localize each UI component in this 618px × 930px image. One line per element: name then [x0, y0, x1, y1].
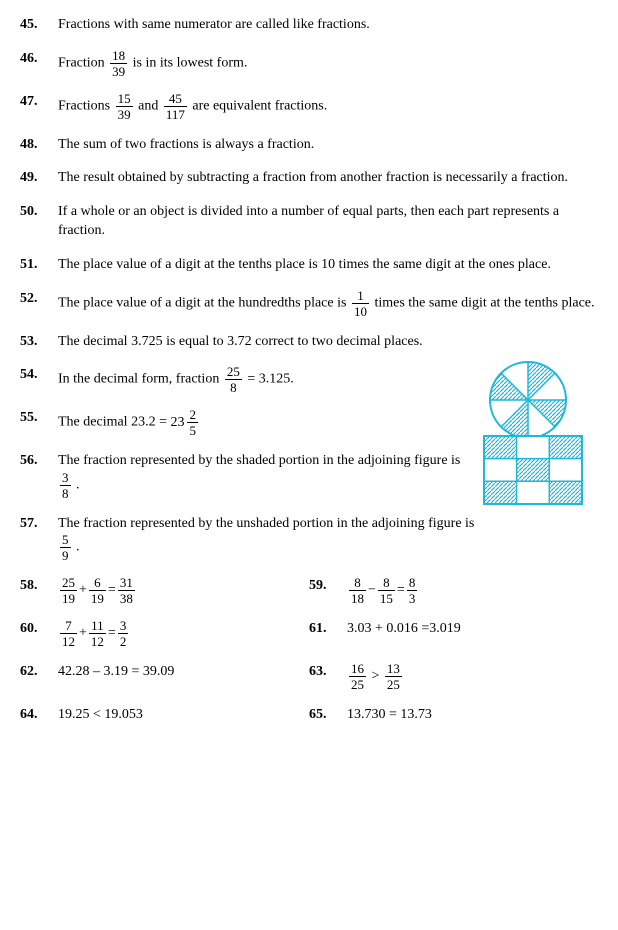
q47-num: 47. [20, 92, 58, 112]
row-60-61: 60. 712+1112=32 61. 3.03 + 0.016 =3.019 [20, 619, 598, 648]
q45-text: Fractions with same numerator are called… [58, 15, 598, 35]
q46: 46. Fraction 1839 is in its lowest form. [20, 49, 598, 78]
q46-frac: 1839 [110, 49, 127, 78]
q57: 57. The fraction represented by the unsh… [20, 514, 598, 563]
row-64-65: 64. 19.25 < 19.053 65. 13.730 = 13.73 [20, 705, 598, 725]
q45-num: 45. [20, 15, 58, 35]
q47-text: Fractions 1539 and 45117 are equivalent … [58, 92, 598, 121]
q47: 47. Fractions 1539 and 45117 are equival… [20, 92, 598, 121]
q46-pre: Fraction [58, 55, 108, 70]
row-58-59: 58. 2519+619=3138 59. 818−815=83 [20, 576, 598, 605]
q49: 49. The result obtained by subtracting a… [20, 168, 598, 188]
q51: 51. The place value of a digit at the te… [20, 255, 598, 275]
q46-text: Fraction 1839 is in its lowest form. [58, 49, 598, 78]
grid-icon [483, 435, 583, 505]
q52: 52. The place value of a digit at the hu… [20, 289, 598, 318]
row-62-63: 62. 42.28 – 3.19 = 39.09 63. 1625 > 1325 [20, 662, 598, 691]
q53: 53. The decimal 3.725 is equal to 3.72 c… [20, 332, 598, 352]
q45: 45. Fractions with same numerator are ca… [20, 15, 598, 35]
q46-num: 46. [20, 49, 58, 69]
q46-post: is in its lowest form. [129, 55, 247, 70]
pie-icon [488, 360, 568, 440]
q50: 50. If a whole or an object is divided i… [20, 202, 598, 241]
q48: 48. The sum of two fractions is always a… [20, 135, 598, 155]
